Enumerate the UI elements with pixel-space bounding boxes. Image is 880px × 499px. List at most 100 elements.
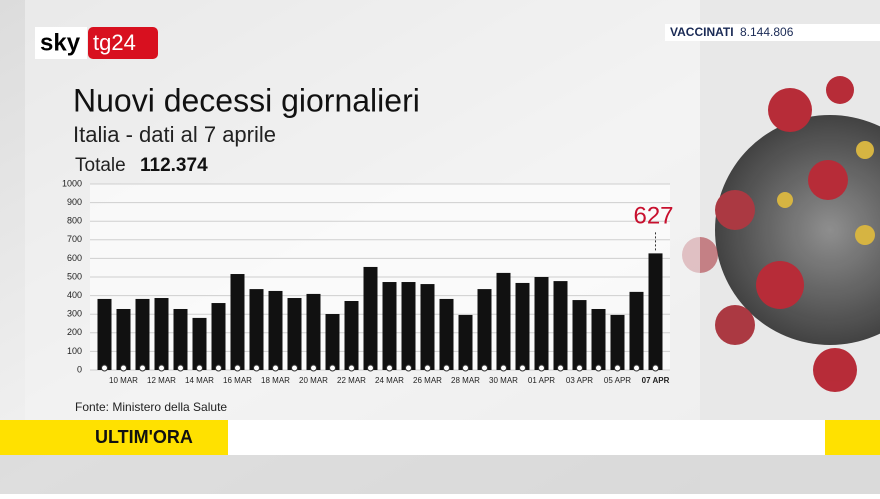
bar <box>325 314 340 370</box>
logo-tg-bg <box>88 27 158 59</box>
y-tick-label: 200 <box>67 327 82 337</box>
bar-dot <box>310 364 317 372</box>
bar <box>116 308 131 370</box>
ticker-value: 8.144.806 <box>740 25 794 39</box>
bar-dot <box>215 364 222 372</box>
x-tick-label: 24 MAR <box>375 376 404 385</box>
y-tick-label: 100 <box>67 346 82 356</box>
total-value: 112.374 <box>140 155 208 176</box>
bar <box>591 308 606 370</box>
bar <box>306 293 321 370</box>
y-tick-label: 500 <box>67 271 82 281</box>
x-tick-label: 26 MAR <box>413 376 442 385</box>
bar <box>420 284 435 370</box>
banner-label: ULTIM'ORA <box>95 427 193 447</box>
x-tick-label: 12 MAR <box>147 376 176 385</box>
chart-subtitle: Italia - dati al 7 aprile <box>73 122 276 147</box>
x-tick-label: 14 MAR <box>185 376 214 385</box>
bar <box>344 300 359 370</box>
total-label: Totale <box>75 155 126 176</box>
chart: 0 100 200 300 400 500 600 700 800 900 1000 10 MAR 12… <box>62 178 674 385</box>
bar-dot <box>614 364 621 372</box>
chart-title: Nuovi decessi giornalieri <box>73 82 420 118</box>
y-tick-label: 700 <box>67 234 82 244</box>
logo-tg24: tg24 <box>93 30 136 55</box>
bar-dot <box>329 364 336 372</box>
lower-band <box>0 455 880 494</box>
ticker-label: VACCINATI <box>670 25 734 39</box>
bar <box>287 298 302 370</box>
bar-dot <box>367 364 374 372</box>
x-tick-label: 10 MAR <box>109 376 138 385</box>
bar <box>477 289 492 370</box>
x-tick-label: 28 MAR <box>451 376 480 385</box>
logo-sky: sky <box>40 29 81 56</box>
source: Fonte: Ministero della Salute <box>75 400 227 414</box>
bar <box>553 281 568 370</box>
bar-dot <box>177 364 184 372</box>
bar <box>496 272 511 370</box>
bar <box>610 314 625 370</box>
y-tick-label: 600 <box>67 253 82 263</box>
bar <box>211 303 226 370</box>
bar <box>154 298 169 370</box>
bar <box>363 266 378 370</box>
bar-dot <box>652 364 659 372</box>
y-tick-label: 900 <box>67 197 82 207</box>
y-tick-label: 800 <box>67 216 82 226</box>
bar-dot <box>538 364 545 372</box>
bar <box>268 290 283 370</box>
bar-dot <box>101 364 108 372</box>
y-tick-label: 0 <box>77 364 82 374</box>
bar-dot <box>196 364 203 372</box>
bar-dot <box>386 364 393 372</box>
y-tick-label: 1000 <box>62 178 82 188</box>
y-tick-label: 400 <box>67 290 82 300</box>
x-tick-label: 18 MAR <box>261 376 290 385</box>
bar-dot <box>595 364 602 372</box>
bar <box>534 277 549 370</box>
x-tick-label: 01 APR <box>528 376 555 385</box>
bar-dot <box>405 364 412 372</box>
logo-bg <box>35 27 87 59</box>
bar <box>192 317 207 370</box>
bar-dot <box>576 364 583 372</box>
bar-dot <box>272 364 279 372</box>
bar-dot <box>234 364 241 372</box>
bar-dot <box>120 364 127 372</box>
bar <box>572 300 587 370</box>
bar <box>97 298 112 370</box>
bar-dot <box>139 364 146 372</box>
bar <box>249 289 264 370</box>
ticker-box <box>665 24 880 41</box>
bar-dot <box>348 364 355 372</box>
bar <box>135 298 150 370</box>
x-tick-label: 16 MAR <box>223 376 252 385</box>
bar-dot <box>462 364 469 372</box>
bar <box>515 282 530 370</box>
x-tick-label: 20 MAR <box>299 376 328 385</box>
bar-dot <box>443 364 450 372</box>
bar <box>458 314 473 370</box>
x-tick-label: 07 APR <box>642 376 670 385</box>
bar <box>382 282 397 370</box>
bar-dot <box>633 364 640 372</box>
x-tick-label: 05 APR <box>604 376 631 385</box>
bar <box>648 253 663 370</box>
bar-dot <box>500 364 507 372</box>
bar <box>401 282 416 370</box>
bar-dot <box>291 364 298 372</box>
bar <box>439 298 454 370</box>
bar-dot <box>253 364 260 372</box>
bar-dot <box>158 364 165 372</box>
y-tick-label: 300 <box>67 309 82 319</box>
bar <box>629 291 644 370</box>
bar-dot <box>519 364 526 372</box>
value-label: 627 <box>633 202 673 229</box>
bar <box>173 308 188 370</box>
bar-dot <box>557 364 564 372</box>
x-tick-label: 22 MAR <box>337 376 366 385</box>
x-tick-label: 30 MAR <box>489 376 518 385</box>
banner-white <box>228 420 825 455</box>
